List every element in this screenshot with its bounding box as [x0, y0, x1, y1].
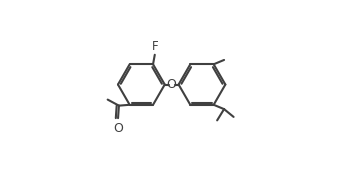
- Text: O: O: [113, 122, 123, 136]
- Text: O: O: [167, 78, 177, 91]
- Text: F: F: [151, 40, 158, 53]
